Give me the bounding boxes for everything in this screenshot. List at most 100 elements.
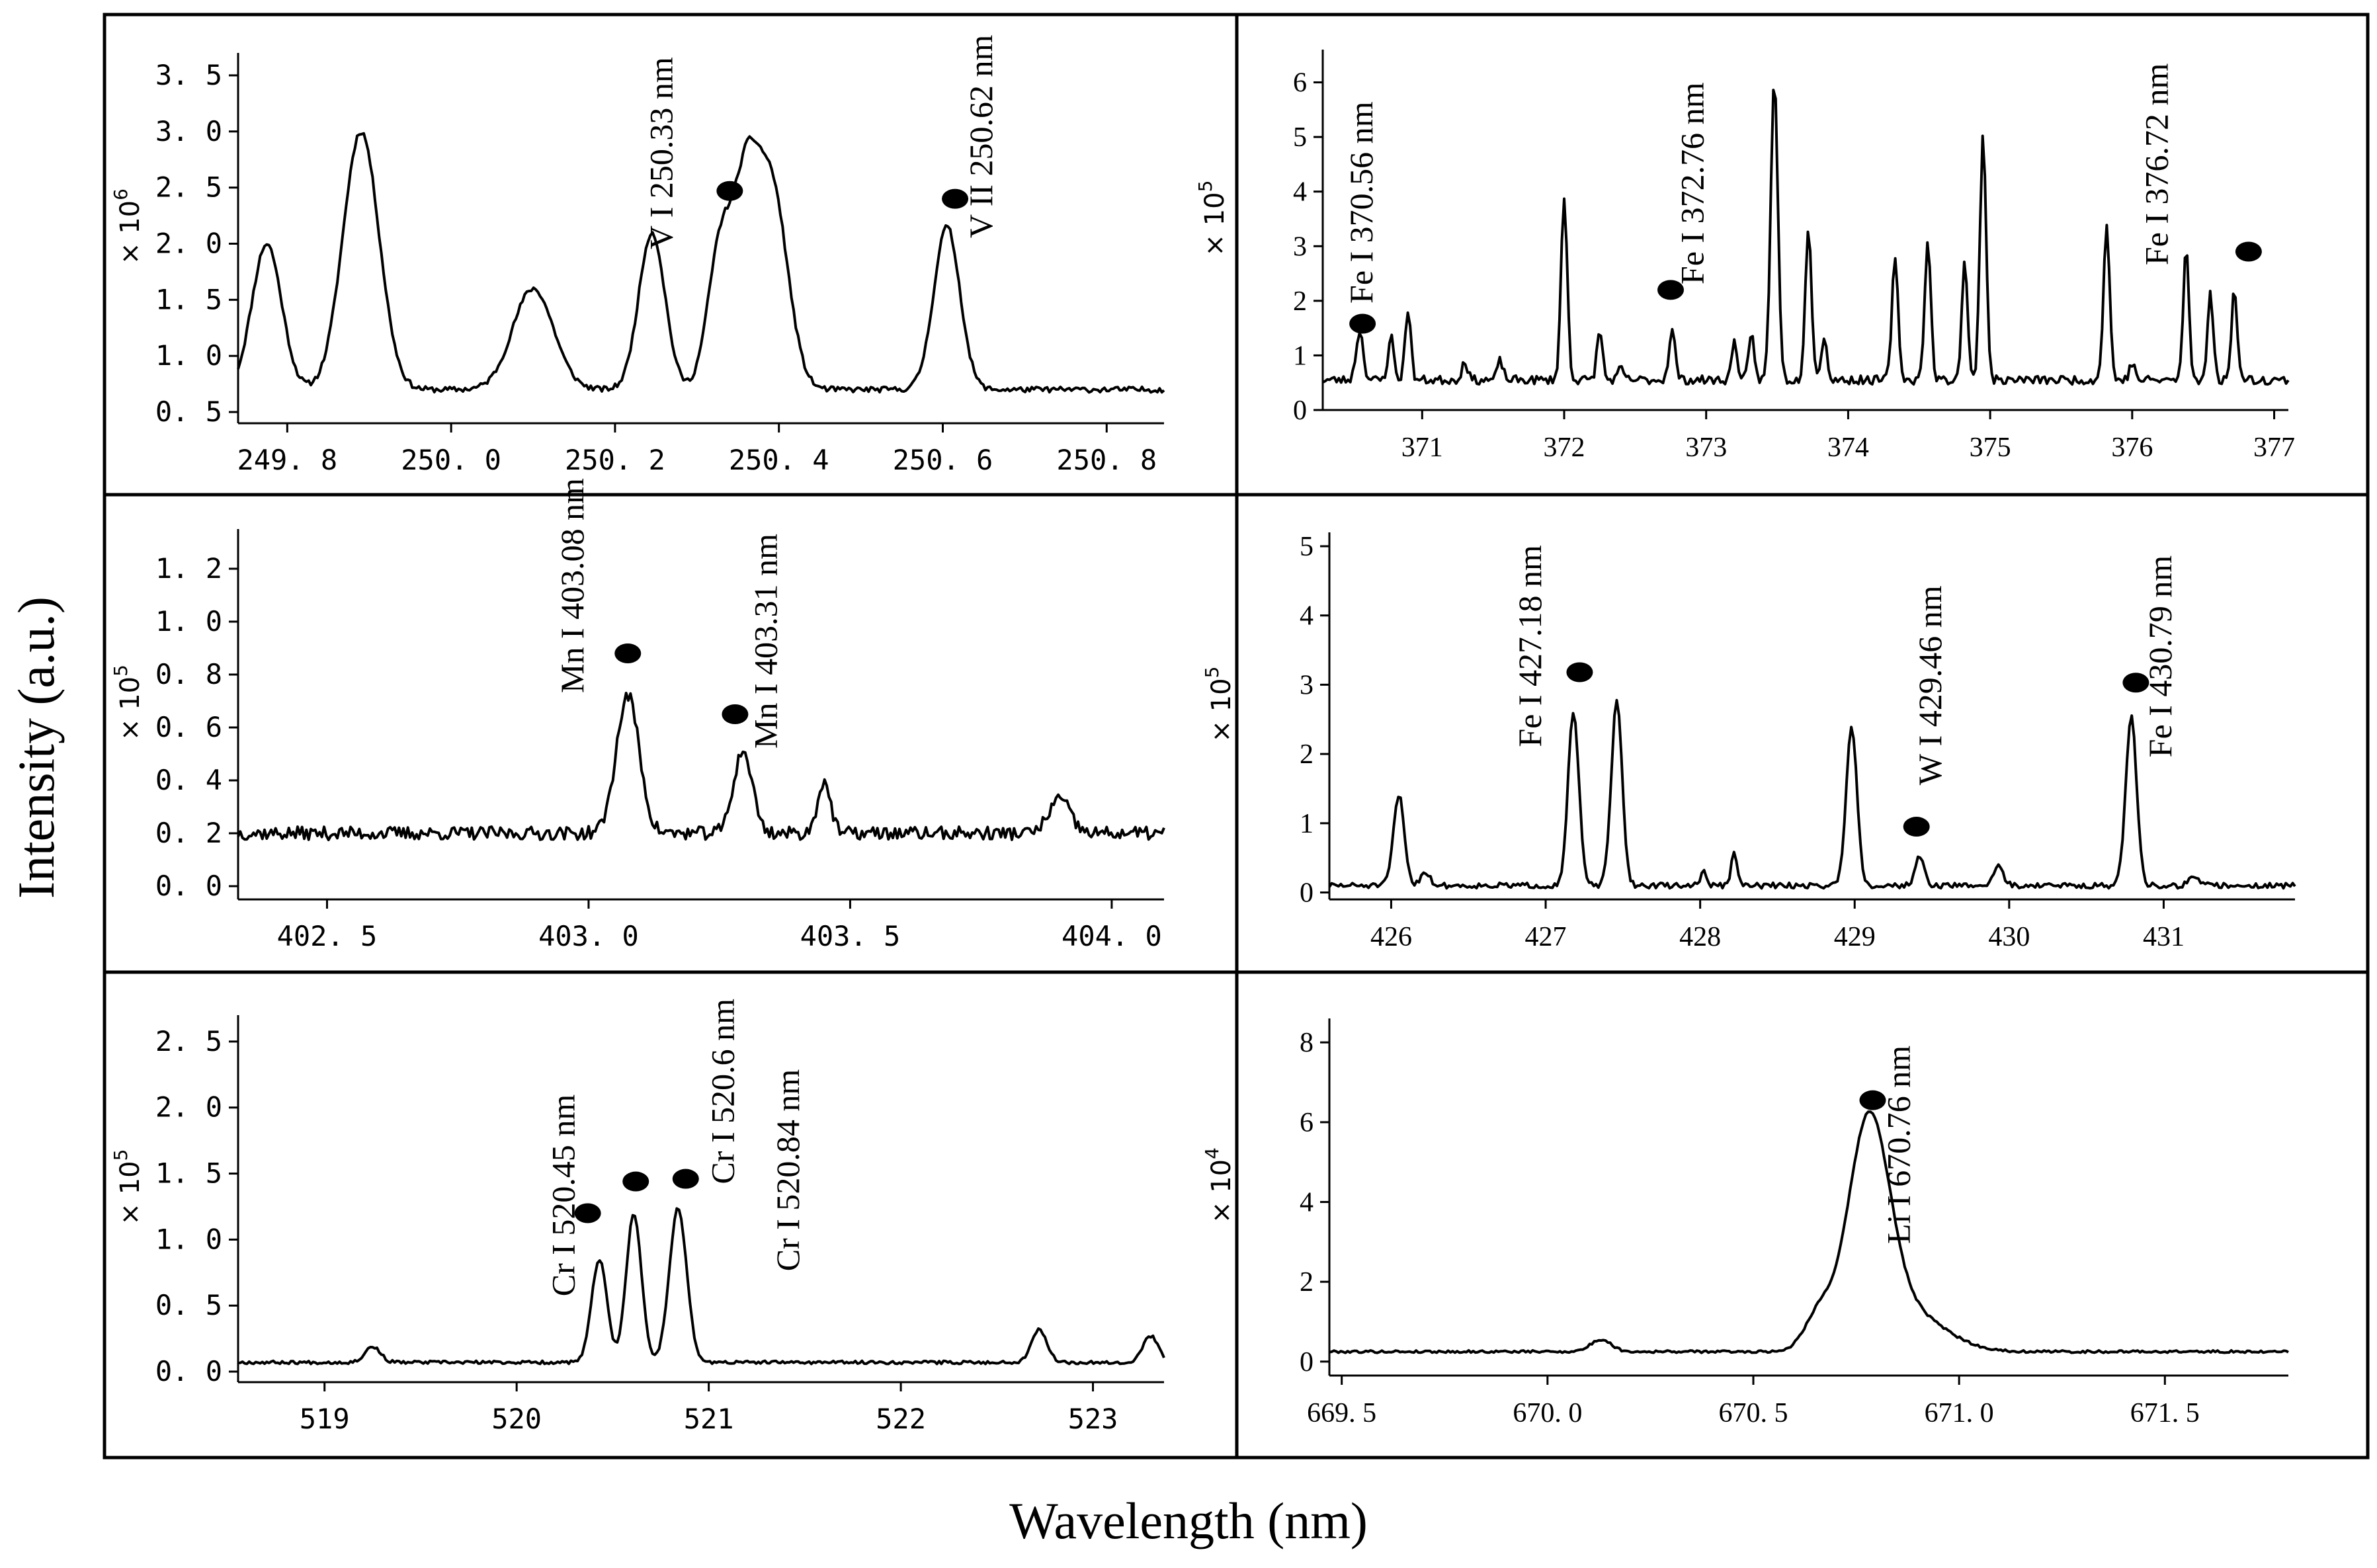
peak-annotation: Cr I 520.45 nm [544,1094,581,1297]
y-tick-label: 3. 0 [155,115,222,147]
x-tick-label: 522 [876,1403,926,1435]
peak-marker [2122,673,2149,693]
peak-marker [1349,313,1376,334]
y-scale-exponent: 5 [110,665,132,677]
y-scale-label: × 104 [1201,1147,1237,1223]
y-tick-label: 2. 0 [155,1091,222,1124]
peak-annotation: Cr I 520.6 nm [704,999,741,1184]
y-scale-base: × 10 [1200,192,1230,256]
peak-annotation: Fe I 430.79 nm [2142,556,2179,758]
y-scale-exponent: 4 [1201,1147,1223,1159]
y-tick-label: 4 [1300,1188,1314,1218]
x-tick-label: 670. 0 [1513,1398,1582,1428]
x-tick-label: 671. 0 [1925,1398,1994,1428]
y-scale-base: × 10 [1206,1159,1237,1223]
y-axis-title-text: Intensity (a.u.) [7,596,65,899]
peak-marker [1903,817,1930,837]
x-tick-label: 519 [300,1403,350,1435]
y-tick-label: 2 [1293,286,1307,317]
peak-marker [942,188,969,209]
peak-annotation: V II 250.62 nm [962,34,999,238]
x-tick-label: 430 [1988,922,2030,952]
spectrum-line [1328,698,2296,890]
y-scale-label: × 106 [110,188,146,265]
x-tick-label: 523 [1068,1403,1118,1435]
y-tick-label: 1 [1293,341,1307,371]
panel-cr: 519 520 521 522 523 0. 0 0. 5 1. 0 1. 5 2. 0 2. 5 ×… [110,999,1165,1435]
y-scale-exponent: 5 [110,1149,132,1161]
peak-marker [672,1169,699,1189]
peak-marker [1859,1090,1886,1110]
x-tick-label: 372 [1544,433,1585,463]
panels: 249. 8 250. 0 250. 2 250. 4 250. 6 250. 80. 5… [110,34,2296,1435]
x-tick-label: 404. 0 [1062,920,1162,952]
spectrum-line [237,132,1165,394]
y-tick-label: 1. 2 [155,552,222,585]
peak-marker [716,181,743,201]
y-tick-label: 1 [1300,809,1314,839]
y-scale-exponent: 5 [1201,667,1223,679]
peak-marker [1566,662,1593,682]
y-tick-label: 2. 0 [155,227,222,259]
y-scale-label: × 105 [110,665,146,741]
y-tick-label: 1. 5 [155,283,222,315]
x-tick-label: 670. 5 [1718,1398,1788,1428]
x-tick-label: 520 [491,1403,542,1435]
x-tick-label: 375 [1970,433,2011,463]
peak-annotation: Cr I 520.84 nm [769,1069,806,1272]
peak-marker [614,643,642,663]
x-axis-title-text: Wavelength (nm) [1009,1492,1368,1549]
x-tick-label: 250. 2 [565,444,665,476]
spectrum-line [1322,89,2290,386]
y-tick-label: 2 [1300,739,1314,770]
y-tick-label: 0. 0 [155,1355,222,1387]
y-tick-label: 0 [1293,395,1307,426]
x-tick-label: 669. 5 [1307,1398,1376,1428]
peak-annotation: Fe I 376.72 nm [2138,63,2175,266]
panel-mn: 402. 5 403. 0 403. 5 404. 0 0. 0 0. 2 0. 4 0. 6… [110,478,1165,952]
panel-v: 249. 8 250. 0 250. 2 250. 4 250. 6 250. 8 0. 5… [110,34,1165,476]
x-tick-label: 428 [1679,922,1721,952]
y-tick-label: 0. 8 [155,658,222,690]
peak-annotation: V I 250.33 nm [643,57,680,249]
y-tick-label: 2 [1300,1267,1314,1298]
y-tick-label: 0 [1300,878,1314,909]
x-tick-label: 250. 6 [893,444,993,476]
peak-annotation: Mn I 403.08 nm [554,478,591,693]
y-tick-label: 1. 5 [155,1157,222,1190]
peak-annotation: Fe I 370.56 nm [1343,101,1380,304]
peak-marker [622,1171,649,1192]
spectrum-line [1329,1110,2289,1354]
y-tick-label: 4 [1300,601,1314,632]
y-scale-base: × 10 [115,1161,146,1225]
y-tick-label: 0 [1300,1347,1314,1378]
y-scale-label: × 105 [110,1149,146,1225]
peak-marker [574,1203,601,1223]
y-tick-label: 0. 0 [155,870,222,902]
x-tick-label: 371 [1401,433,1443,463]
y-tick-label: 0. 6 [155,711,222,743]
y-tick-label: 6 [1293,68,1307,99]
y-tick-label: 0. 4 [155,764,222,796]
y-tick-label: 0. 2 [155,817,222,849]
y-tick-label: 3 [1300,670,1314,700]
y-tick-label: 1. 0 [155,605,222,638]
peak-annotation: Fe I 427.18 nm [1511,545,1548,747]
x-tick-label: 431 [2143,922,2185,952]
y-tick-label: 6 [1300,1108,1314,1138]
x-tick-label: 250. 4 [729,444,829,476]
peak-annotation: W I 429.46 nm [1911,585,1948,785]
x-axis-title: Wavelength (nm) [0,1491,2377,1551]
x-tick-label: 521 [684,1403,734,1435]
y-scale-base: × 10 [115,200,146,265]
x-tick-label: 402. 5 [277,920,378,952]
y-scale-label: × 105 [1194,181,1230,257]
y-tick-label: 1. 0 [155,339,222,372]
peak-marker [1657,280,1685,300]
y-tick-label: 4 [1293,177,1307,208]
y-tick-label: 2. 5 [155,1025,222,1057]
peak-marker [2235,241,2262,262]
